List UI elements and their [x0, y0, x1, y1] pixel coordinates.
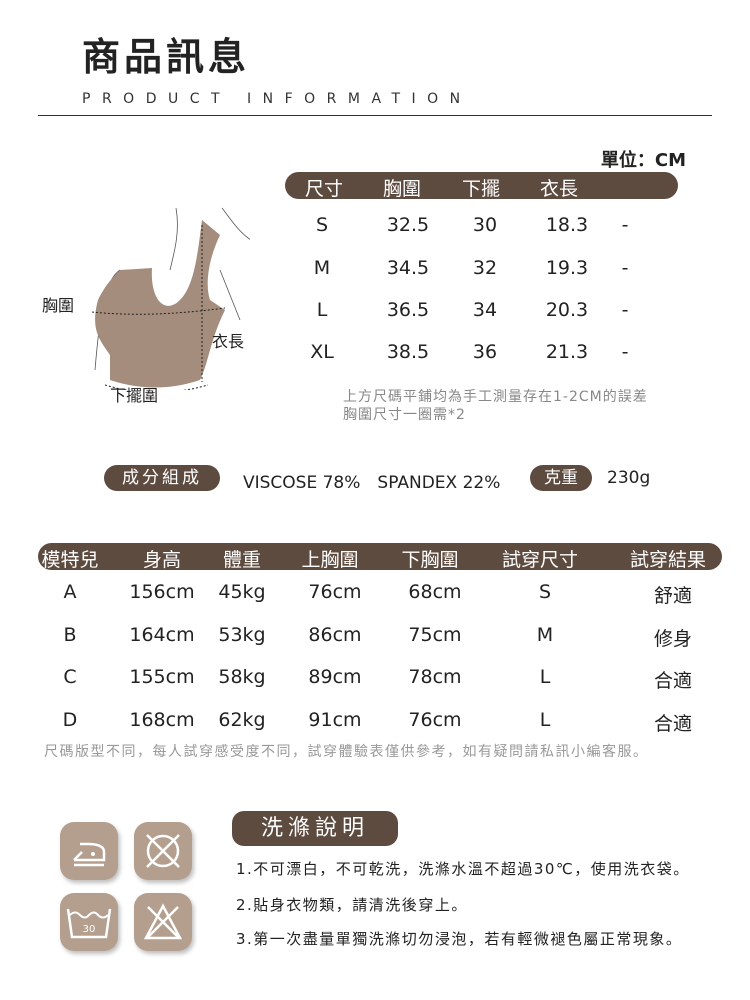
model-cell: 75cm	[408, 624, 462, 646]
unit-label: 單位：CM	[600, 150, 686, 171]
size-cell: -	[621, 341, 629, 363]
model-cell: 45kg	[218, 581, 266, 603]
model-cell: B	[63, 624, 77, 646]
model-cell: 68cm	[408, 581, 462, 603]
col-model: 模特兒	[41, 549, 99, 571]
model-cell: L	[539, 709, 551, 731]
model-cell: 86cm	[308, 624, 362, 646]
col-result: 試穿結果	[629, 549, 707, 571]
size-note: 胸圍尺寸一圈需*2	[343, 407, 466, 423]
size-cell: 38.5	[386, 341, 430, 363]
model-cell: 58kg	[218, 666, 266, 688]
size-cell: 32	[472, 257, 498, 279]
composition-label: 成分組成	[104, 465, 220, 491]
col-weight: 體重	[222, 549, 262, 571]
page-subtitle: PRODUCT INFORMATION	[82, 91, 472, 107]
model-cell: L	[539, 666, 551, 688]
model-cell: 合適	[653, 713, 693, 735]
model-cell: 53kg	[218, 624, 266, 646]
size-cell: -	[621, 214, 629, 236]
col-under-chest: 下胸圍	[401, 549, 459, 571]
composition-value: VISCOSE 78% SPANDEX 22%	[243, 473, 501, 493]
col-height: 身高	[142, 549, 182, 571]
weight-value: 230g	[607, 468, 651, 488]
size-cell: 21.3	[545, 341, 589, 363]
model-cell: 89cm	[308, 666, 362, 688]
care-line: 1.不可漂白，不可乾洗，洗滌水溫不超過30℃，使用洗衣袋。	[236, 860, 690, 878]
model-cell: 76cm	[308, 581, 362, 603]
model-cell: A	[63, 581, 77, 603]
size-cell: -	[621, 257, 629, 279]
size-cell: 34.5	[386, 257, 430, 279]
size-cell: 18.3	[545, 214, 589, 236]
col-chest: 胸圍	[383, 178, 422, 200]
size-cell: 30	[472, 214, 498, 236]
model-cell: 62kg	[218, 709, 266, 731]
model-table-header: 模特兒 身高 體重 上胸圍 下胸圍 試穿尺寸 試穿結果	[38, 543, 722, 571]
col-hem: 下擺	[462, 178, 501, 200]
col-upper-chest: 上胸圍	[301, 549, 359, 571]
model-cell: 91cm	[308, 709, 362, 731]
size-cell: 20.3	[545, 299, 589, 321]
model-cell: 155cm	[129, 666, 195, 688]
col-length: 衣長	[540, 178, 579, 200]
model-cell: 76cm	[408, 709, 462, 731]
model-cell: 168cm	[129, 709, 195, 731]
no-dry-clean-icon	[134, 822, 192, 880]
model-cell: 156cm	[129, 581, 195, 603]
care-line: 3.第一次盡量單獨洗滌切勿浸泡，若有輕微褪色屬正常現象。	[236, 930, 683, 948]
hem-label: 下擺圍	[110, 386, 159, 405]
model-cell: 164cm	[129, 624, 195, 646]
model-cell: C	[63, 666, 77, 688]
model-cell: M	[536, 624, 554, 646]
iron-icon	[60, 822, 118, 880]
col-size: 尺寸	[305, 178, 344, 200]
care-line: 2.貼身衣物類，請清洗後穿上。	[236, 896, 468, 914]
model-cell: 舒適	[653, 585, 693, 607]
size-cell: 36.5	[386, 299, 430, 321]
size-cell: S	[315, 214, 329, 236]
model-cell: 78cm	[408, 666, 462, 688]
model-note: 尺碼版型不同，每人試穿感受度不同，試穿體驗表僅供參考，如有疑問請私訊小編客服。	[44, 744, 649, 760]
length-label: 衣長	[212, 332, 245, 351]
size-table-header: 尺寸 胸圍 下擺 衣長	[285, 172, 678, 200]
wash-temp: 30	[83, 924, 96, 935]
garment-diagram	[91, 207, 250, 390]
size-cell: 19.3	[545, 257, 589, 279]
size-cell: 34	[472, 299, 498, 321]
model-cell: 修身	[653, 628, 693, 650]
chest-label: 胸圍	[42, 296, 75, 315]
size-cell: 32.5	[386, 214, 430, 236]
size-note: 上方尺碼平鋪均為手工測量存在1-2CM的誤差	[343, 389, 648, 405]
model-cell: S	[538, 581, 552, 603]
divider	[38, 115, 712, 116]
weight-label: 克重	[530, 465, 592, 491]
size-cell: XL	[310, 341, 334, 363]
no-bleach-icon	[134, 893, 192, 951]
size-cell: L	[316, 299, 328, 321]
model-cell: 合適	[653, 670, 693, 692]
wash-30-icon: 30	[60, 893, 118, 951]
col-try-size: 試穿尺寸	[501, 549, 579, 571]
size-cell: M	[313, 257, 331, 279]
size-cell: -	[621, 299, 629, 321]
page-title: 商品訊息	[82, 35, 251, 79]
model-cell: D	[62, 709, 78, 731]
care-title: 洗滌說明	[232, 811, 398, 846]
size-cell: 36	[472, 341, 498, 363]
